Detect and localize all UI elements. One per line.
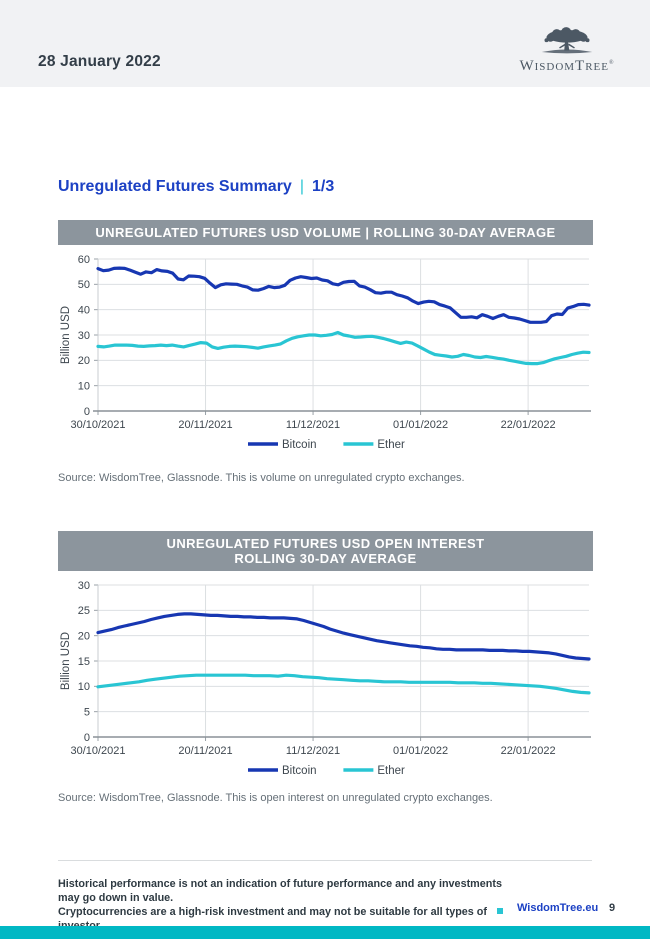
bitcoin-legend-label: Bitcoin [282,439,317,451]
svg-text:01/01/2022: 01/01/2022 [393,419,448,431]
svg-text:11/12/2021: 11/12/2021 [286,419,340,431]
svg-text:15: 15 [78,656,90,668]
tree-icon [541,27,593,54]
ether-line [96,330,591,366]
page-number: 9 [609,902,616,914]
svg-text:22/01/2022: 22/01/2022 [501,419,556,431]
bitcoin-legend-label: Bitcoin [282,765,317,777]
website-link[interactable]: WisdomTree.eu [517,902,599,914]
futures-volume-chart: 0 10 20 30 40 50 60 30/10/2021 20/11/2021 11/12/2… [60,254,591,451]
disclaimer-line: Historical performance is not an indicat… [58,878,502,904]
ether-line [96,673,591,695]
svg-text:5: 5 [84,706,90,718]
registered-mark: ® [608,60,615,66]
svg-text:20/11/2021: 20/11/2021 [178,419,232,431]
bottom-teal-bar [0,926,650,939]
bitcoin-line [96,612,591,661]
page-title-text: Unregulated Futures Summary [58,178,292,195]
svg-text:11/12/2021: 11/12/2021 [286,745,340,757]
svg-text:20: 20 [78,630,90,642]
svg-text:60: 60 [78,254,90,266]
svg-text:10: 10 [78,681,90,693]
document-date: 28 January 2022 [38,53,161,70]
svg-text:30: 30 [78,330,90,342]
svg-text:01/01/2022: 01/01/2022 [393,745,448,757]
svg-text:Billion USD: Billion USD [60,306,72,364]
volume-chart-section: UNREGULATED FUTURES USD VOLUME | ROLLING… [58,220,593,461]
title-separator: | [299,178,304,195]
page-title: Unregulated Futures Summary | 1/3 [58,178,334,196]
svg-text:30/10/2021: 30/10/2021 [70,419,125,431]
bullet-square-icon [497,908,503,914]
svg-text:50: 50 [78,279,90,291]
volume-source-note: Source: WisdomTree, Glassnode. This is v… [58,472,465,484]
svg-text:20/11/2021: 20/11/2021 [178,745,232,757]
svg-text:30/10/2021: 30/10/2021 [70,745,125,757]
open-interest-chart-section: UNREGULATED FUTURES USD OPEN INTEREST RO… [58,531,593,787]
bitcoin-line [96,266,591,324]
header-band: 28 January 2022 WisdomTre [0,0,650,87]
ether-legend-label: Ether [377,765,405,777]
svg-text:0: 0 [84,732,90,744]
svg-text:30: 30 [78,580,90,592]
svg-text:40: 40 [78,304,90,316]
svg-text:10: 10 [78,380,90,392]
ether-legend-label: Ether [377,439,405,451]
svg-text:Billion USD: Billion USD [60,632,72,690]
wisdomtree-logo: WisdomTree® [508,26,626,74]
volume-chart-title: UNREGULATED FUTURES USD VOLUME | ROLLING… [58,220,593,245]
open-interest-chart-title: UNREGULATED FUTURES USD OPEN INTEREST RO… [58,531,593,571]
brand-wordmark: WisdomTree® [519,58,615,74]
open-interest-chart: 0 5 10 15 20 25 30 30/10/2021 20/11/2021 11/12/20… [60,580,591,777]
open-interest-source-note: Source: WisdomTree, Glassnode. This is o… [58,792,493,804]
svg-text:20: 20 [78,355,90,367]
svg-text:0: 0 [84,406,90,418]
svg-text:25: 25 [78,605,90,617]
page-fraction: 1/3 [311,178,335,195]
footer-divider [58,860,592,861]
svg-text:22/01/2022: 22/01/2022 [501,745,556,757]
